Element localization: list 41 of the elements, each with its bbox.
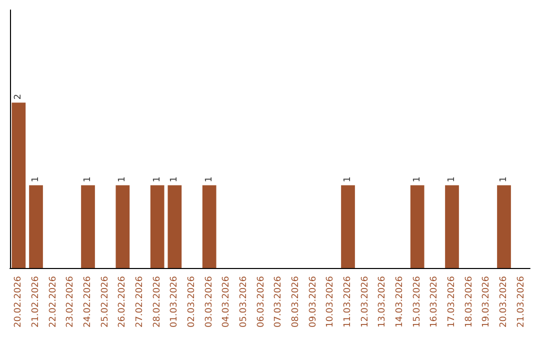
data-label: 1 bbox=[170, 176, 180, 182]
x-tick-label: 24.02.2026 bbox=[83, 276, 93, 328]
x-tick-label: 02.03.2026 bbox=[187, 276, 197, 328]
x-tick-label: 18.03.2026 bbox=[464, 276, 474, 328]
x-tick-label: 03.03.2026 bbox=[204, 276, 214, 328]
x-tick-label: 13.03.2026 bbox=[378, 276, 388, 328]
x-tick-label: 08.03.2026 bbox=[291, 276, 301, 328]
x-tick-label: 14.03.2026 bbox=[395, 276, 405, 328]
x-tick-label: 17.03.2026 bbox=[447, 276, 457, 328]
data-label: 1 bbox=[412, 176, 422, 182]
data-label: 1 bbox=[152, 176, 162, 182]
x-tick-label: 22.02.2026 bbox=[48, 276, 58, 328]
data-label: 1 bbox=[499, 176, 509, 182]
data-label: 1 bbox=[83, 176, 93, 182]
x-tick-label: 21.03.2026 bbox=[516, 276, 526, 328]
x-tick-label: 04.03.2026 bbox=[222, 276, 232, 328]
x-tick-label: 26.02.2026 bbox=[118, 276, 128, 328]
x-tick-label: 15.03.2026 bbox=[412, 276, 422, 328]
data-label: 1 bbox=[447, 176, 457, 182]
data-label: 2 bbox=[14, 94, 24, 100]
x-tick-label: 23.02.2026 bbox=[66, 276, 76, 328]
data-label: 1 bbox=[343, 176, 353, 182]
data-label: 1 bbox=[31, 176, 41, 182]
x-tick-label: 07.03.2026 bbox=[274, 276, 284, 328]
x-tick-label: 20.02.2026 bbox=[14, 276, 24, 328]
x-tick-label: 06.03.2026 bbox=[256, 276, 266, 328]
x-tick-label: 05.03.2026 bbox=[239, 276, 249, 328]
x-tick-label: 21.02.2026 bbox=[31, 276, 41, 328]
x-tick-label: 28.02.2026 bbox=[152, 276, 162, 328]
x-tick-label: 12.03.2026 bbox=[360, 276, 370, 328]
x-tick-label: 20.03.2026 bbox=[499, 276, 509, 328]
x-tick-label: 27.02.2026 bbox=[135, 276, 145, 328]
data-label: 1 bbox=[204, 176, 214, 182]
x-tick-label: 09.03.2026 bbox=[308, 276, 318, 328]
x-tick-label: 19.03.2026 bbox=[482, 276, 492, 328]
x-tick-label: 01.03.2026 bbox=[170, 276, 180, 328]
x-tick-label: 10.03.2026 bbox=[326, 276, 336, 328]
data-label: 1 bbox=[118, 176, 128, 182]
x-tick-label: 16.03.2026 bbox=[430, 276, 440, 328]
x-tick-label: 25.02.2026 bbox=[100, 276, 110, 328]
x-tick-label: 11.03.2026 bbox=[343, 276, 353, 328]
